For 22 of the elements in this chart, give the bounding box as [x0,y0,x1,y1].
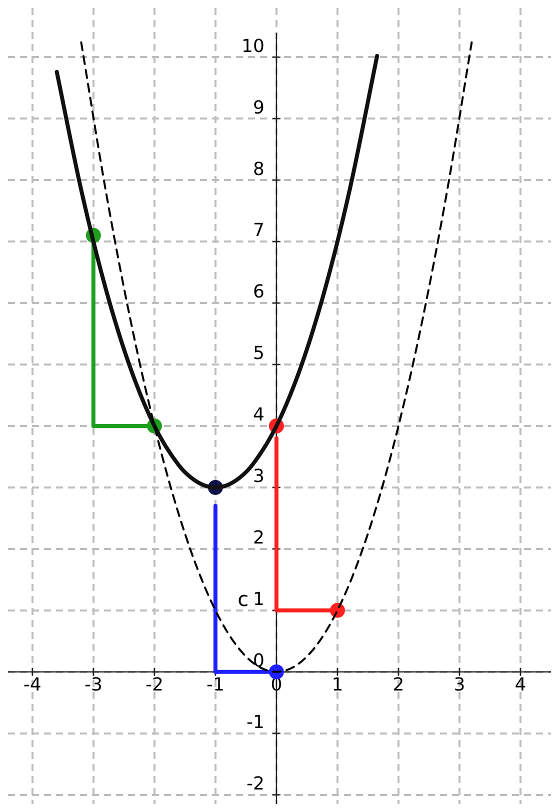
y-tick-label: 9 [252,97,264,118]
x-tick-label: -4 [23,674,42,696]
y-tick-label: 6 [252,282,264,303]
y-tick-label: 0 [252,650,264,672]
x-tick-label: -2 [145,674,164,696]
y-tick-label: 2 [252,528,264,549]
x-tick-label: 1 [332,674,344,696]
x-tick-label: -1 [206,674,224,696]
y-tick-label: 7 [252,220,264,242]
x-tick-label: 3 [454,674,466,696]
y-tick-label: 10 [242,36,264,57]
x-tick-label: 2 [392,674,404,696]
y-tick-label: 3 [252,466,264,488]
y-tick-label: 8 [252,158,264,180]
x-tick-label: 4 [514,674,526,696]
y-tick-label: 5 [252,343,264,364]
y-tick-label: -1 [246,712,264,733]
y-tick-label: -2 [246,773,264,794]
y-tick-label: 4 [252,404,264,426]
annotation: c [238,587,249,612]
y-tick-label: 1 [252,589,264,610]
x-tick-label: -3 [84,674,102,696]
